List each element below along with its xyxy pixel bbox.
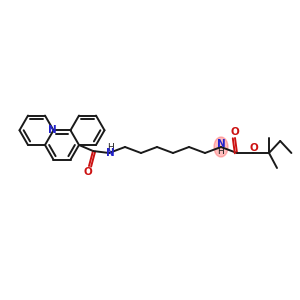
Text: N: N xyxy=(48,125,57,135)
Text: O: O xyxy=(250,143,258,153)
Text: N: N xyxy=(106,148,114,158)
Text: O: O xyxy=(84,167,92,177)
Text: O: O xyxy=(231,127,239,137)
Ellipse shape xyxy=(214,137,228,157)
Text: N: N xyxy=(217,139,225,149)
Text: H: H xyxy=(106,143,113,152)
Text: H: H xyxy=(218,146,224,155)
